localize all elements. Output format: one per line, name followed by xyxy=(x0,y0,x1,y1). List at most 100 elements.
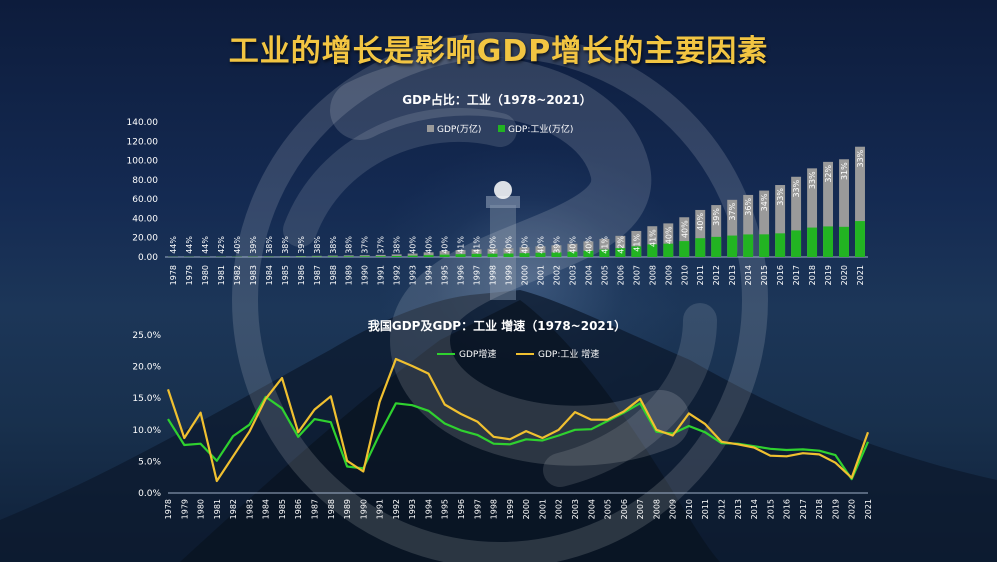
x-tick-label: 1990 xyxy=(359,499,368,519)
industry-bar xyxy=(743,234,754,257)
industry-bar xyxy=(471,253,482,257)
x-tick-label: 2007 xyxy=(632,265,641,285)
legend-label: GDP(万亿) xyxy=(437,123,481,135)
industry-bar xyxy=(615,248,626,257)
gdp-bar xyxy=(615,235,626,257)
gdp-bar xyxy=(231,256,242,257)
x-tick-label: 2017 xyxy=(792,265,801,285)
x-tick-label: 2016 xyxy=(783,499,792,519)
x-tick-label: 1985 xyxy=(281,265,290,285)
share-data-label: 38% xyxy=(345,236,354,254)
industry-bar xyxy=(375,256,386,257)
x-tick-label: 2018 xyxy=(808,265,817,285)
industry-bar xyxy=(455,254,466,257)
gdp-bar xyxy=(375,254,386,257)
gdp-bar xyxy=(599,238,610,257)
x-tick-label: 1998 xyxy=(490,499,499,519)
gdp-bar xyxy=(359,255,370,257)
industry-bar xyxy=(503,253,514,257)
share-data-label: 33% xyxy=(792,179,801,197)
share-data-label: 40% xyxy=(233,236,242,254)
share-data-label: 40% xyxy=(568,236,577,254)
x-tick-label: 2021 xyxy=(864,499,873,519)
gdp-bar xyxy=(391,254,402,257)
gdp-bar xyxy=(423,252,434,257)
industry-bar xyxy=(407,255,418,257)
share-data-label: 39% xyxy=(552,236,561,254)
y-tick-label: 120.00 xyxy=(127,137,159,147)
x-tick-label: 1990 xyxy=(361,265,370,285)
gdp-bar xyxy=(503,248,514,257)
gdp-bar xyxy=(823,161,834,257)
x-tick-label: 2005 xyxy=(604,499,613,519)
x-tick-label: 1999 xyxy=(506,499,515,519)
industry-bar xyxy=(823,226,834,257)
x-tick-label: 1996 xyxy=(457,499,466,519)
y-tick-label: 20.00 xyxy=(132,234,158,244)
share-data-label: 40% xyxy=(536,236,545,254)
gdp-bar xyxy=(647,226,658,257)
x-tick-label: 2020 xyxy=(840,265,849,285)
gdp-bar xyxy=(551,245,562,257)
share-data-label: 44% xyxy=(185,236,194,254)
gdp-bar xyxy=(711,205,722,257)
industry-bar xyxy=(839,226,849,257)
gdp-bar xyxy=(247,256,258,257)
share-data-label: 40% xyxy=(696,213,705,231)
share-data-label: 44% xyxy=(201,236,210,254)
share-data-label: 34% xyxy=(760,193,769,211)
legend-label: GDP:工业 增速 xyxy=(538,348,599,360)
share-data-label: 33% xyxy=(776,188,785,206)
x-tick-label: 2018 xyxy=(815,499,824,519)
gdp-bar xyxy=(343,255,354,257)
share-data-label: 41% xyxy=(600,236,609,254)
x-tick-label: 2019 xyxy=(824,265,833,285)
gdp-bar xyxy=(487,248,498,257)
x-tick-label: 2021 xyxy=(856,265,865,285)
x-tick-label: 1987 xyxy=(313,265,322,285)
share-data-label: 36% xyxy=(744,198,753,216)
x-tick-label: 1992 xyxy=(393,265,402,285)
x-tick-label: 1991 xyxy=(376,499,385,519)
gdp-bar xyxy=(631,230,642,257)
gdp-bar xyxy=(455,250,466,257)
gdp-bar xyxy=(679,217,690,257)
x-tick-label: 1995 xyxy=(441,499,450,519)
share-data-label: 39% xyxy=(712,208,721,226)
legend-swatch xyxy=(498,125,505,132)
x-tick-label: 2009 xyxy=(664,265,673,285)
x-tick-label: 2010 xyxy=(680,265,689,285)
gdp-bar xyxy=(695,209,706,257)
y-tick-label: 0.0% xyxy=(138,489,161,499)
x-tick-label: 1994 xyxy=(424,499,433,519)
share-data-label: 41% xyxy=(473,236,482,254)
share-data-label: 40% xyxy=(680,220,689,238)
share-data-label: 40% xyxy=(409,236,418,254)
x-tick-label: 1992 xyxy=(392,499,401,519)
x-tick-label: 2014 xyxy=(750,499,759,519)
x-tick-label: 2000 xyxy=(520,265,529,285)
chart-title: 我国GDP及GDP：工业 增速（1978~2021） xyxy=(368,318,626,333)
x-tick-label: 2006 xyxy=(620,499,629,519)
gdp-bar xyxy=(535,246,546,257)
industry-bar xyxy=(663,243,674,257)
legend-label: GDP增速 xyxy=(459,348,496,360)
industry-bar xyxy=(439,254,450,257)
x-tick-label: 2013 xyxy=(728,265,737,285)
x-tick-label: 2000 xyxy=(522,499,531,519)
share-data-label: 37% xyxy=(377,236,386,254)
x-tick-label: 2011 xyxy=(701,499,710,519)
share-data-label: 40% xyxy=(520,236,529,254)
gdp-bar xyxy=(295,256,306,257)
slide-title: 工业的增长是影响GDP增长的主要因素 xyxy=(228,34,769,69)
industry-bar xyxy=(807,227,818,257)
share-data-label: 33% xyxy=(856,149,865,167)
x-tick-label: 1993 xyxy=(409,265,418,285)
industry-growth-line xyxy=(166,357,870,483)
x-tick-label: 2012 xyxy=(712,265,721,285)
x-tick-label: 2015 xyxy=(760,265,769,285)
x-tick-label: 2009 xyxy=(669,499,678,519)
x-tick-label: 1979 xyxy=(185,265,194,285)
